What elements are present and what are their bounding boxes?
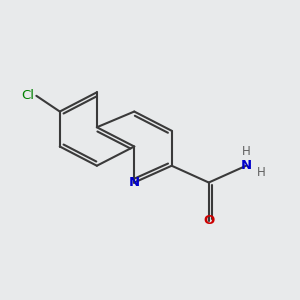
Text: Cl: Cl: [22, 89, 34, 102]
Text: H: H: [257, 166, 266, 178]
Text: N: N: [129, 176, 140, 189]
Text: N: N: [241, 159, 252, 172]
Text: O: O: [203, 214, 214, 227]
Text: H: H: [242, 145, 250, 158]
